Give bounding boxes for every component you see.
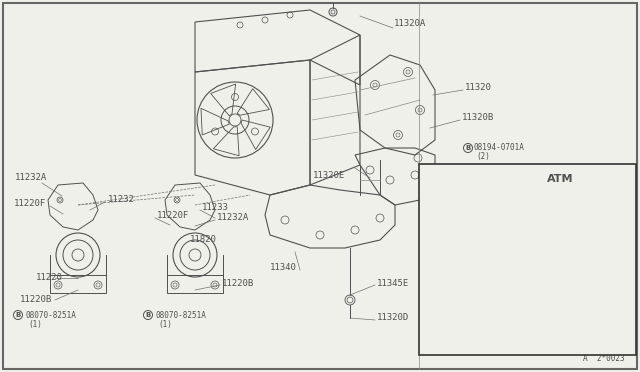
Text: 11320: 11320: [586, 240, 612, 248]
Text: (1): (1): [158, 321, 172, 330]
Text: 11320E: 11320E: [441, 303, 474, 312]
Text: (2): (2): [476, 153, 490, 161]
Text: 11320B: 11320B: [462, 113, 494, 122]
Text: 11345E: 11345E: [377, 279, 409, 288]
Bar: [419, 164, 636, 355]
Text: 11220F: 11220F: [14, 199, 46, 208]
Text: 11340: 11340: [270, 263, 297, 273]
Text: 11340M: 11340M: [447, 189, 479, 198]
Text: (1): (1): [28, 321, 42, 330]
Text: 11320D: 11320D: [377, 314, 409, 323]
Text: 11820: 11820: [190, 235, 217, 244]
Text: 11220B: 11220B: [20, 295, 52, 305]
Text: B: B: [550, 189, 556, 195]
Text: (4): (4): [562, 195, 576, 204]
Text: 08918-1061A: 08918-1061A: [439, 331, 490, 341]
Text: 11232A: 11232A: [15, 173, 47, 183]
Text: 08070-8251A: 08070-8251A: [25, 311, 76, 320]
Text: B: B: [145, 312, 150, 318]
Text: 11232A: 11232A: [217, 214, 249, 222]
Text: B: B: [465, 145, 470, 151]
Text: 11320: 11320: [428, 214, 454, 223]
Text: N: N: [430, 333, 436, 339]
Text: 11220F: 11220F: [157, 212, 189, 221]
Text: 11220B: 11220B: [222, 279, 254, 288]
Text: 11345E: 11345E: [447, 211, 479, 219]
Text: (1): (1): [444, 345, 457, 354]
Text: 11220B: 11220B: [447, 199, 479, 208]
Text: ATM: ATM: [547, 174, 573, 184]
Text: 11233: 11233: [202, 203, 229, 212]
Text: 08070-8251A: 08070-8251A: [155, 311, 206, 320]
Text: 11232: 11232: [108, 196, 135, 205]
Text: 08124-0501E: 08124-0501E: [557, 185, 609, 194]
Text: A  2*0023: A 2*0023: [584, 354, 625, 363]
Text: 11220: 11220: [36, 273, 63, 282]
Text: 08194-0701A: 08194-0701A: [474, 142, 525, 151]
Text: 11320A: 11320A: [394, 19, 426, 28]
Text: 11377: 11377: [449, 316, 476, 325]
Text: 11340: 11340: [428, 284, 454, 293]
Text: 11320: 11320: [465, 83, 492, 93]
Text: 11320E: 11320E: [313, 170, 345, 180]
Text: B: B: [15, 312, 20, 318]
